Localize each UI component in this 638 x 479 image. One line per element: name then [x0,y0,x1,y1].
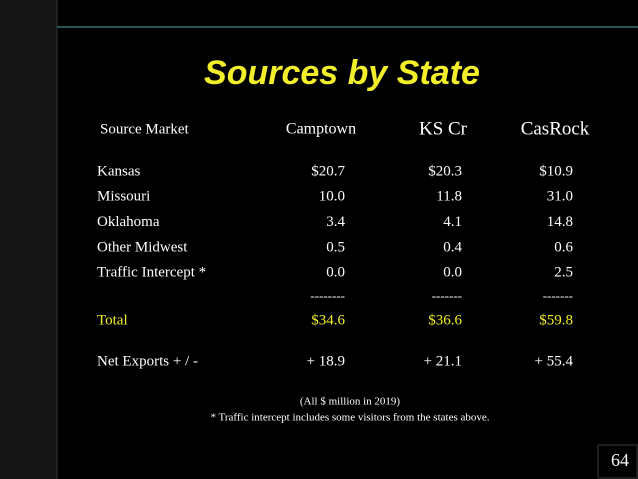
table-cell: $10.9 [539,163,573,179]
note: * Traffic intercept includes some visito… [210,412,489,424]
table-cell: 14.8 [547,214,573,230]
header-cell: Source Market [100,121,190,137]
header-cell: KS Cr [419,118,468,139]
total-cell: $36.6 [428,312,462,328]
header-cell: Camptown [286,121,356,138]
total-cell: Total [97,312,128,328]
header-cell: CasRock [521,118,590,139]
net-exports-cell: + 55.4 [535,353,574,369]
page-number: 64 [611,450,629,470]
table-cell: 10.0 [319,189,345,205]
table-cell: 0.4 [443,239,462,255]
separator: -------- [310,288,345,303]
page-number-box [597,444,638,479]
table-cell: 0.0 [326,265,345,281]
table-cell: Oklahoma [97,214,160,230]
table-cell: $20.7 [311,163,345,179]
net-exports-cell: + 21.1 [424,353,462,369]
table-cell: Kansas [97,163,140,179]
table-cell: 0.0 [443,265,462,281]
separator: ------- [432,288,462,303]
slide-title: Sources by State [204,54,480,92]
net-exports-cell: Net Exports + / - [97,353,198,369]
table-cell: 3.4 [326,214,345,230]
net-exports-cell: + 18.9 [307,353,345,369]
total-cell: $59.8 [539,312,573,328]
note: (All $ million in 2019) [300,396,401,408]
table-cell: Missouri [97,189,150,205]
separator: ------- [543,288,573,303]
table-cell: 31.0 [547,189,573,205]
table-cell: $20.3 [428,163,462,179]
side-panel [0,0,57,479]
table-cell: 4.1 [443,214,462,230]
table-cell: Traffic Intercept * [97,265,206,281]
table-cell: 2.5 [554,265,573,281]
table-cell: 11.8 [436,189,462,205]
table-cell: 0.5 [326,239,345,255]
table-cell: Other Midwest [97,239,188,255]
table-cell: 0.6 [554,239,573,255]
total-cell: $34.6 [311,312,345,328]
